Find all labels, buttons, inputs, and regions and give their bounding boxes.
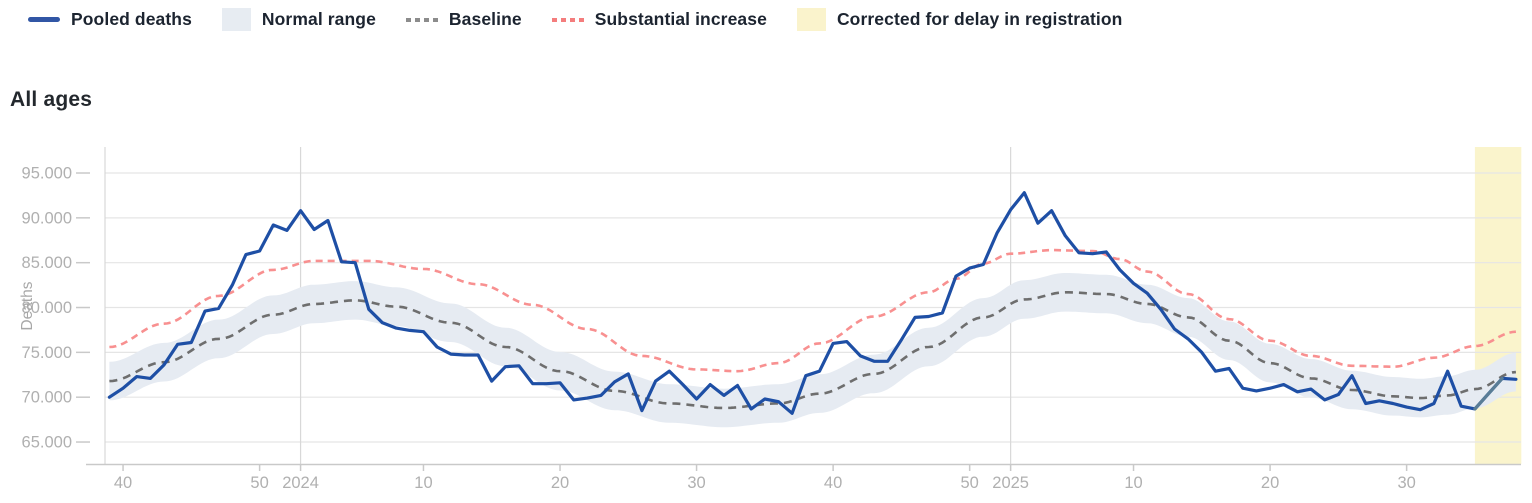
substantial-increase-swatch-icon [551,17,584,22]
x-tick-label: 30 [1397,474,1415,492]
x-tick-label: 2025 [992,474,1029,492]
legend-item-baseline[interactable]: Baseline [405,9,522,30]
corrected-for-delay-swatch-icon [796,8,826,31]
legend-label: Baseline [448,9,522,29]
x-tick-label: 20 [1261,474,1279,492]
y-tick-label: 90.000 [22,209,72,227]
legend-label: Normal range [261,9,376,29]
legend-item-substantial-increase[interactable]: Substantial increase [551,9,767,30]
pooled-deaths-swatch-icon [28,17,60,22]
x-tick-label: 20 [551,474,569,492]
baseline-line [109,290,1517,410]
legend-label: Corrected for delay in registration [836,9,1123,29]
x-tick-label: 50 [960,474,978,492]
corrected-region [1474,147,1522,464]
normal-range-swatch-icon [221,8,251,31]
chart-legend: Pooled deaths Normal range Baseline Substan… [28,8,1122,31]
age-group-title: All ages [10,88,93,111]
x-tick-label: 40 [114,474,132,492]
baseline-swatch-icon [405,17,438,22]
x-tick-label: 10 [414,474,432,492]
y-tick-label: 65.000 [22,434,72,452]
y-tick-label: 70.000 [22,389,72,407]
x-tick-label: 10 [1124,474,1142,492]
normal-range-band [109,273,1516,428]
legend-item-pooled-deaths[interactable]: Pooled deaths [28,9,192,30]
legend-item-normal-range[interactable]: Normal range [221,8,376,31]
y-tick-label: 95.000 [22,165,72,183]
y-tick-label: 75.000 [22,344,72,362]
corrected-line-segment [1473,376,1504,411]
x-tick-label: 40 [824,474,842,492]
pooled-deaths-line [107,191,1518,415]
legend-item-corrected-for-delay[interactable]: Corrected for delay in registration [796,8,1123,31]
x-tick-label: 2024 [282,474,319,492]
y-tick-label: 80.000 [22,299,72,317]
legend-label: Pooled deaths [71,9,192,29]
legend-label: Substantial increase [594,9,767,29]
x-tick-label: 30 [687,474,705,492]
y-tick-label: 85.000 [22,254,72,272]
x-tick-label: 50 [250,474,268,492]
y-axis-title: Deaths [19,281,36,330]
